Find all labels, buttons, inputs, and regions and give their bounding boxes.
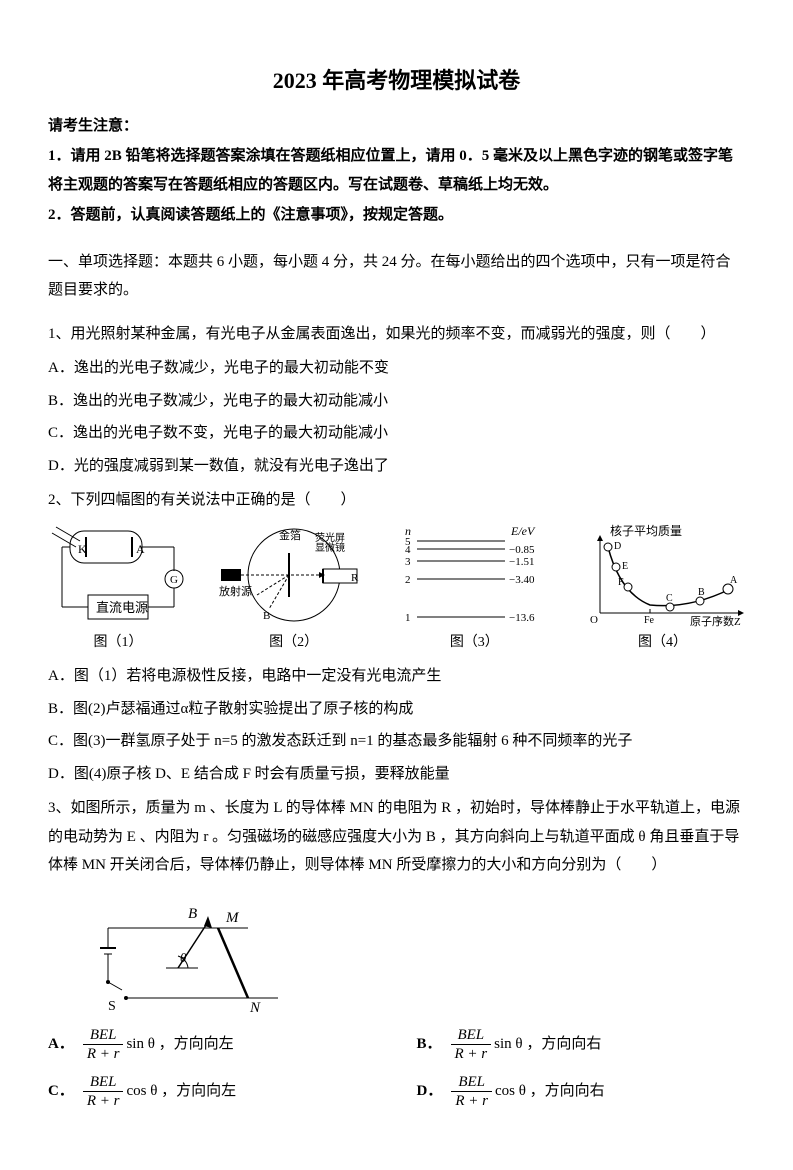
fig2-label-r: R (351, 572, 359, 584)
q2-fig1: K A G 直流电源 图（1） (48, 523, 188, 657)
fig4-fe: Fe (644, 615, 655, 626)
q1-opt-b: B．逸出的光电子数减少，光电子的最大初动能减小 (48, 387, 745, 416)
q3-figure: S M N B θ (78, 888, 745, 1018)
q2-opt-b: B．图(2)卢瑟福通过α粒子散射实验提出了原子核的构成 (48, 695, 745, 724)
q3-opt-d-tail: cos θ ，方向向右 (495, 1077, 605, 1106)
fig3-n3: 3 (405, 556, 411, 568)
q1-opt-c: C．逸出的光电子数不变，光电子的最大初动能减小 (48, 419, 745, 448)
fig3-label-e: E/eV (510, 524, 536, 538)
q3-opt-d-frac: BEL R + r (451, 1073, 492, 1110)
q3-opt-b: B． BEL R + r sin θ ，方向向右 (417, 1026, 746, 1063)
fig4-pt-e: E (622, 561, 628, 572)
frac-den: R + r (451, 1045, 492, 1063)
fig3-e1: −13.6 (509, 612, 535, 624)
frac-den: R + r (83, 1092, 124, 1110)
fig4-pt-a: A (730, 575, 738, 586)
q3-label-theta: θ (180, 950, 187, 965)
frac-num: BEL (83, 1026, 124, 1045)
q2-fig3: n E/eV 5 4 −0.85 3 −1.51 2 −3.40 1 −13.6… (399, 523, 549, 657)
q2-opt-c: C．图(3)一群氢原子处于 n=5 的激发态跃迁到 n=1 的基态最多能辐射 6… (48, 727, 745, 756)
q3-opt-c-tag: C． (48, 1077, 74, 1106)
page-title: 2023 年高考物理模拟试卷 (48, 60, 745, 102)
frac-den: R + r (451, 1092, 492, 1110)
fig2-label-src: 放射源 (219, 584, 252, 598)
q2-fig3-caption: 图（3） (399, 630, 549, 657)
q2-fig4: 核子平均质量 O 原子序数Z D E F C B A Fe 图（ (580, 523, 745, 657)
fig1-label-src: 直流电源 (96, 600, 148, 615)
q3-label-b: B (188, 906, 197, 922)
q3-opt-c: C． BEL R + r cos θ ，方向向左 (48, 1073, 377, 1110)
q2-fig2-svg: 放射源 金箔 荧光屏 显微镜 R B (219, 523, 369, 628)
q3-stem: 3、如图所示，质量为 m 、长度为 L 的导体棒 MN 的电阻为 R ，初始时，… (48, 794, 745, 880)
q2-fig3-svg: n E/eV 5 4 −0.85 3 −1.51 2 −3.40 1 −13.6 (399, 523, 549, 628)
notice-block: 请考生注意： 1．请用 2B 铅笔将选择题答案涂填在答题纸相应位置上，请用 0．… (48, 112, 745, 230)
q3-options: A． BEL R + r sin θ ，方向向左 B． BEL R + r si… (48, 1026, 745, 1110)
fig4-pt-f: F (618, 577, 624, 588)
fig3-e3: −1.51 (509, 556, 534, 568)
fig2-label-foil: 金箔 (279, 528, 301, 542)
q3-label-n: N (249, 1000, 261, 1016)
q2-fig2: 放射源 金箔 荧光屏 显微镜 R B 图（2） (219, 523, 369, 657)
fig1-label-g: G (170, 574, 178, 586)
notice-heading: 请考生注意： (48, 112, 745, 141)
q3-opt-d: D． BEL R + r cos θ ，方向向右 (417, 1073, 746, 1110)
q3-opt-b-tail: sin θ ，方向向右 (494, 1030, 601, 1059)
q2-fig1-caption: 图（1） (48, 630, 188, 657)
fig2-label-screen2: 显微镜 (315, 541, 345, 554)
fig1-label-k: K (78, 542, 87, 556)
fig4-origin: O (590, 614, 598, 626)
fig3-e4: −0.85 (509, 544, 535, 556)
q1-opt-a: A．逸出的光电子数减少，光电子的最大初动能不变 (48, 354, 745, 383)
frac-den: R + r (83, 1045, 124, 1063)
notice-line-2: 2．答题前，认真阅读答题纸上的《注意事项》，按规定答题。 (48, 201, 745, 230)
q3-opt-b-frac: BEL R + r (451, 1026, 492, 1063)
q1-opt-d: D．光的强度减弱到某一数值，就没有光电子逸出了 (48, 452, 745, 481)
fig3-n1: 1 (405, 612, 411, 624)
q3-opt-a-frac: BEL R + r (83, 1026, 124, 1063)
q3-label-m: M (225, 910, 240, 926)
fig3-e2: −3.40 (509, 574, 535, 586)
q3-opt-a-tag: A． (48, 1030, 74, 1059)
q2-opt-d: D．图(4)原子核 D、E 结合成 F 时会有质量亏损，要释放能量 (48, 760, 745, 789)
fig2-label-b: B (263, 610, 270, 622)
q2-opt-a: A．图（1）若将电源极性反接，电路中一定没有光电流产生 (48, 662, 745, 691)
fig3-n2: 2 (405, 574, 411, 586)
q2-fig4-caption: 图（4） (580, 630, 745, 657)
q3-opt-c-frac: BEL R + r (83, 1073, 124, 1110)
section-heading: 一、单项选择题：本题共 6 小题，每小题 4 分，共 24 分。在每小题给出的四… (48, 248, 745, 305)
q1-stem: 1、用光照射某种金属，有光电子从金属表面逸出，如果光的频率不变，而减弱光的强度，… (48, 320, 745, 349)
q3-opt-d-tag: D． (417, 1077, 443, 1106)
q2-fig2-caption: 图（2） (219, 630, 369, 657)
q2-fig1-svg: K A G 直流电源 (48, 523, 188, 628)
frac-num: BEL (451, 1073, 492, 1092)
q3-opt-b-tag: B． (417, 1030, 442, 1059)
q2-stem: 2、下列四幅图的有关说法中正确的是（ ） (48, 486, 745, 515)
fig4-pt-d: D (614, 541, 621, 552)
fig4-title: 核子平均质量 (610, 524, 682, 538)
q3-opt-a: A． BEL R + r sin θ ，方向向左 (48, 1026, 377, 1063)
q2-figure-row: K A G 直流电源 图（1） 放射源 金箔 (48, 523, 745, 657)
q3-label-s: S (108, 999, 116, 1014)
q2-fig4-svg: 核子平均质量 O 原子序数Z D E F C B A Fe (580, 523, 745, 628)
frac-num: BEL (83, 1073, 124, 1092)
q3-opt-a-tail: sin θ ，方向向左 (126, 1030, 233, 1059)
q3-fig-svg: S M N B θ (78, 888, 298, 1018)
fig3-n4: 4 (405, 544, 411, 556)
notice-line-1: 1．请用 2B 铅笔将选择题答案涂填在答题纸相应位置上，请用 0．5 毫米及以上… (48, 142, 745, 199)
frac-num: BEL (451, 1026, 492, 1045)
q3-opt-c-tail: cos θ ，方向向左 (126, 1077, 236, 1106)
fig4-pt-b: B (698, 587, 705, 598)
fig4-xlabel: 原子序数Z (690, 614, 741, 628)
fig4-pt-c: C (666, 593, 673, 604)
fig1-label-a: A (136, 542, 145, 556)
